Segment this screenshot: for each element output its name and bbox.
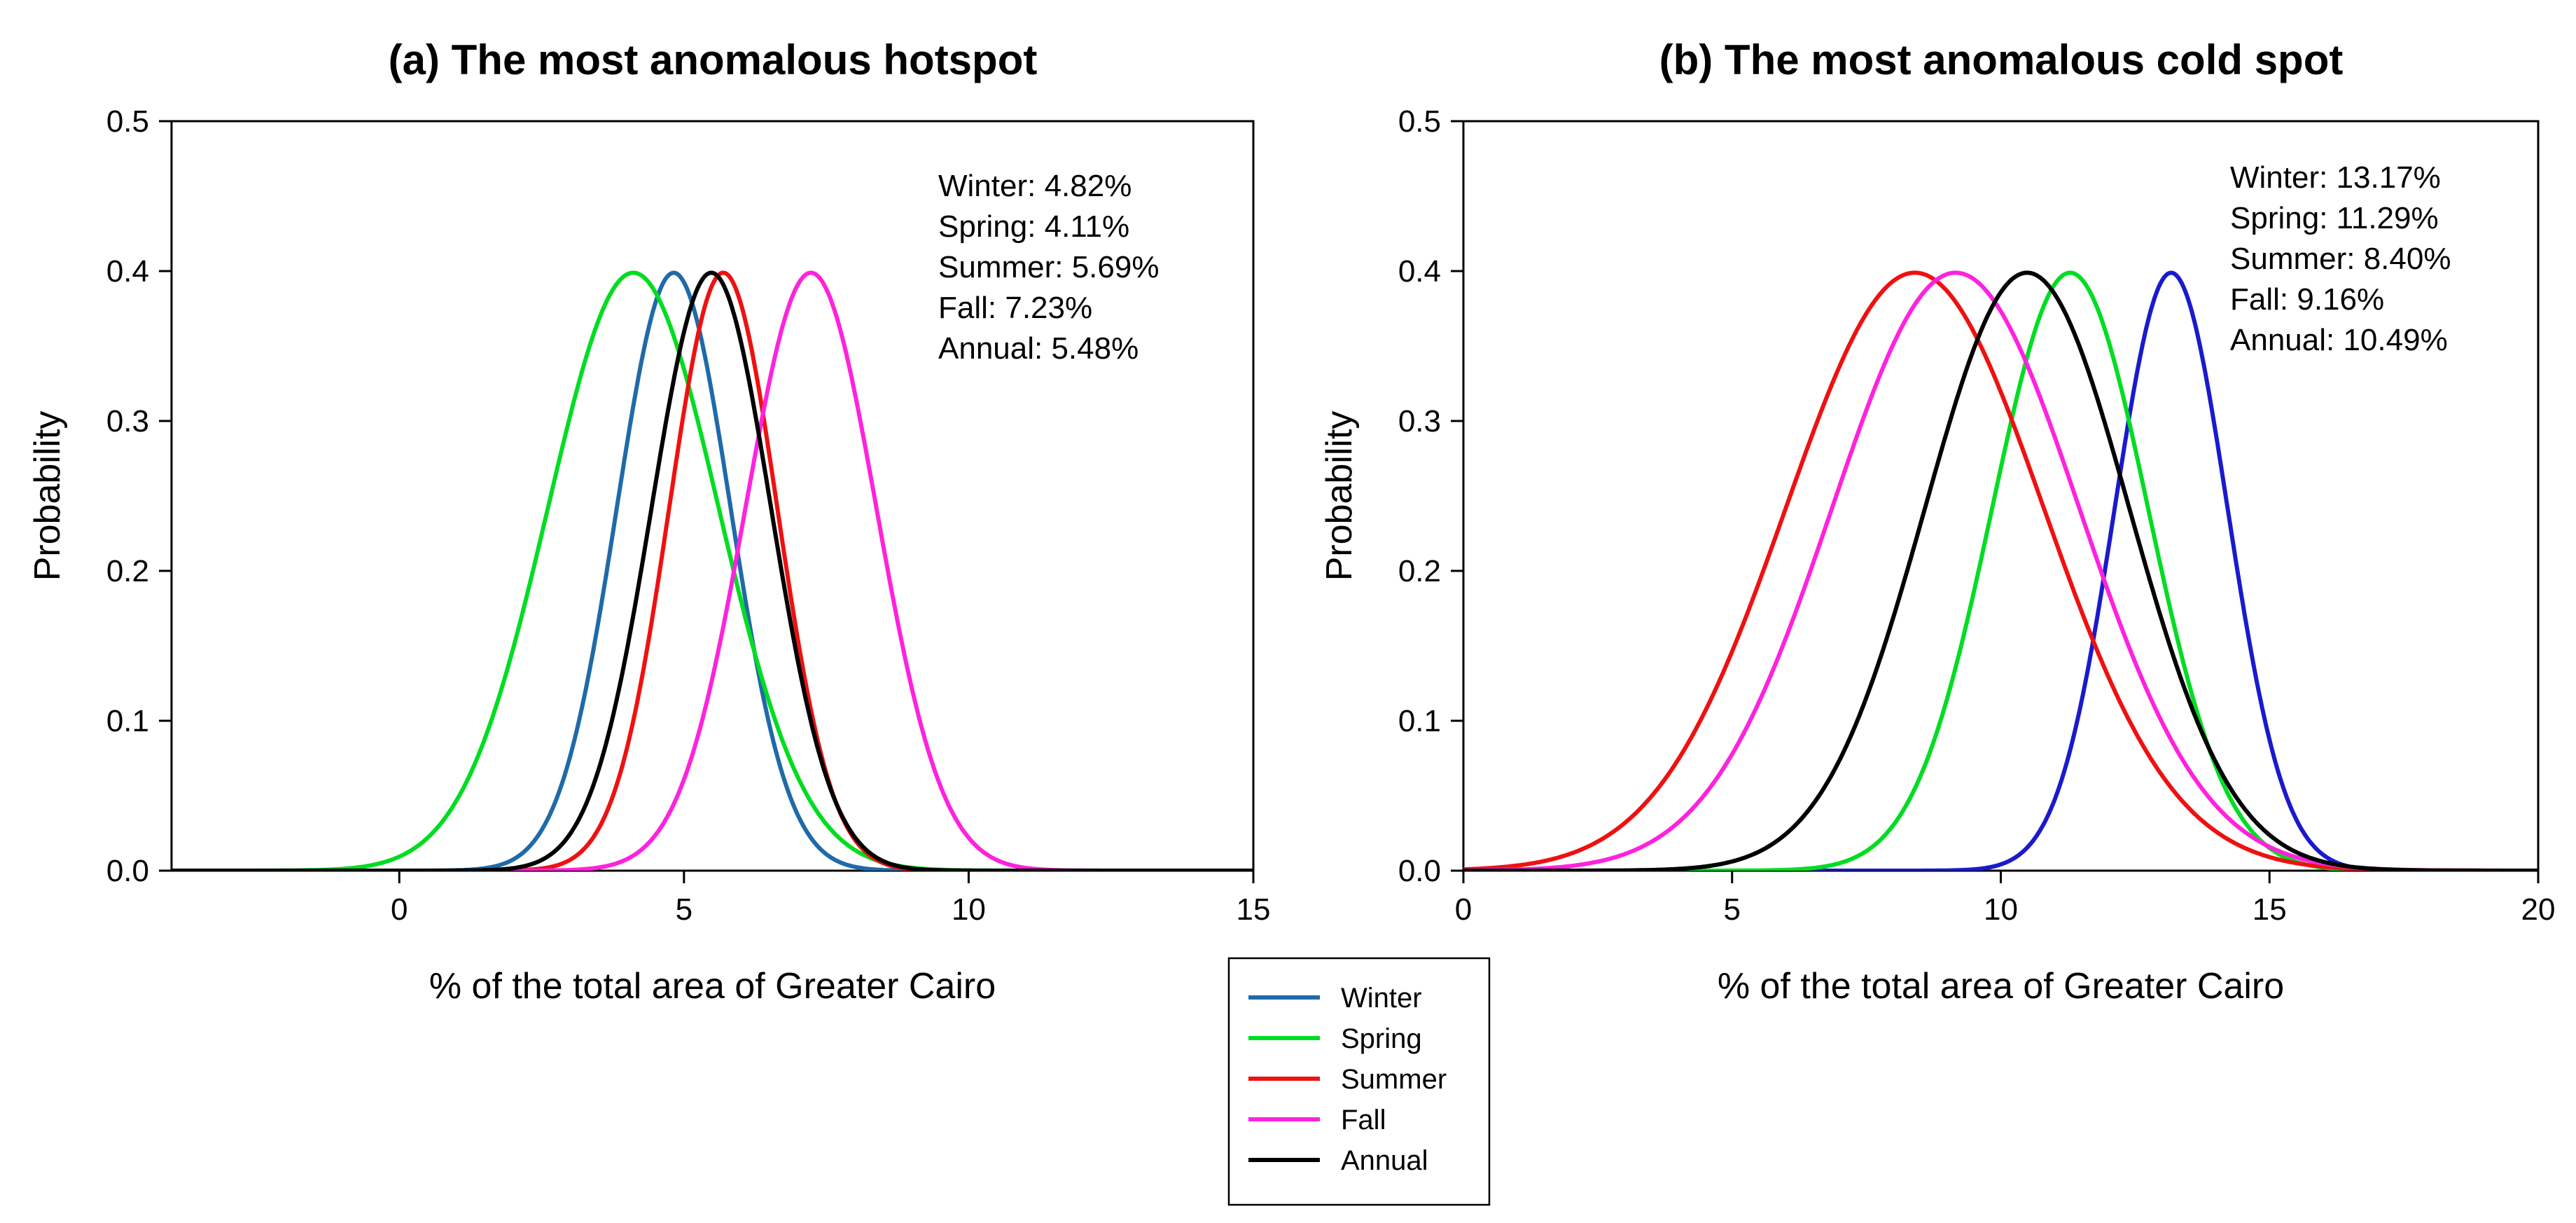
legend-label: Fall bbox=[1341, 1105, 1386, 1135]
legend-label: Spring bbox=[1341, 1023, 1422, 1054]
stat-annotation: Annual: 10.49% bbox=[2230, 323, 2448, 357]
stat-annotation: Annual: 5.48% bbox=[938, 331, 1139, 366]
stat-annotation: Spring: 11.29% bbox=[2230, 201, 2439, 235]
stat-annotation: Summer: 5.69% bbox=[938, 250, 1159, 284]
legend: Winter Spring Summer Fall Annual bbox=[1227, 957, 1491, 1206]
x-axis-label: % of the total area of Greater Cairo bbox=[1718, 966, 2284, 1007]
series-line-spring bbox=[1463, 270, 2538, 871]
stat-annotation: Winter: 13.17% bbox=[2230, 160, 2441, 195]
series-line-winter bbox=[172, 270, 1253, 871]
y-tick-label: 0.5 bbox=[106, 104, 149, 139]
legend-label: Winter bbox=[1341, 983, 1422, 1014]
y-tick-label: 0.1 bbox=[1398, 704, 1441, 738]
y-axis-label: Probability bbox=[1319, 411, 1360, 581]
series-line-winter bbox=[1463, 270, 2538, 871]
stat-annotation: Summer: 8.40% bbox=[2230, 242, 2451, 276]
x-tick-label: 5 bbox=[676, 892, 692, 927]
y-axis-label: Probability bbox=[27, 411, 68, 581]
y-tick-label: 0.3 bbox=[1398, 404, 1441, 438]
x-axis-label: % of the total area of Greater Cairo bbox=[429, 966, 996, 1007]
legend-label: Annual bbox=[1341, 1145, 1428, 1176]
y-tick-label: 0.4 bbox=[1398, 254, 1441, 289]
y-tick-label: 0.0 bbox=[1398, 854, 1441, 888]
chart-title: (a) The most anomalous hotspot bbox=[389, 36, 1038, 83]
plot-frame bbox=[170, 120, 1255, 872]
series-line-summer bbox=[172, 270, 1253, 871]
chart-coldspot: (b) The most anomalous cold spot 0.0 0.1 0.… bbox=[1319, 36, 2555, 1007]
x-tick-label: 15 bbox=[1237, 892, 1271, 927]
series-line-summer bbox=[1463, 270, 2538, 871]
legend-label: Summer bbox=[1341, 1064, 1447, 1095]
series-line-fall bbox=[1463, 270, 2538, 871]
stat-annotation: Spring: 4.11% bbox=[938, 209, 1129, 244]
x-tick-label: 20 bbox=[2521, 892, 2556, 927]
y-tick-label: 0.0 bbox=[106, 854, 149, 888]
series-line-annual bbox=[172, 270, 1253, 871]
series-line-annual bbox=[1463, 270, 2538, 871]
y-tick-label: 0.4 bbox=[106, 254, 149, 289]
x-tick-label: 10 bbox=[1984, 892, 2018, 927]
x-tick-label: 0 bbox=[391, 892, 408, 927]
chart-title: (b) The most anomalous cold spot bbox=[1659, 36, 2344, 83]
stat-annotation: Fall: 7.23% bbox=[938, 291, 1092, 325]
x-tick-label: 15 bbox=[2253, 892, 2287, 927]
y-tick-label: 0.5 bbox=[1398, 104, 1441, 139]
stat-annotation: Winter: 4.82% bbox=[938, 169, 1132, 203]
stat-annotation: Fall: 9.16% bbox=[2230, 282, 2384, 317]
y-tick-label: 0.2 bbox=[1398, 554, 1441, 588]
y-tick-label: 0.3 bbox=[106, 404, 149, 438]
y-tick-label: 0.1 bbox=[106, 704, 149, 738]
series-line-spring bbox=[172, 270, 1253, 871]
x-tick-label: 0 bbox=[1455, 892, 1472, 927]
y-tick-label: 0.2 bbox=[106, 554, 149, 588]
chart-hotspot: (a) The most anomalous hotspot 0.0 0.1 0.2 0… bbox=[27, 36, 1270, 1007]
x-tick-label: 10 bbox=[952, 892, 986, 927]
x-tick-label: 5 bbox=[1724, 892, 1741, 927]
